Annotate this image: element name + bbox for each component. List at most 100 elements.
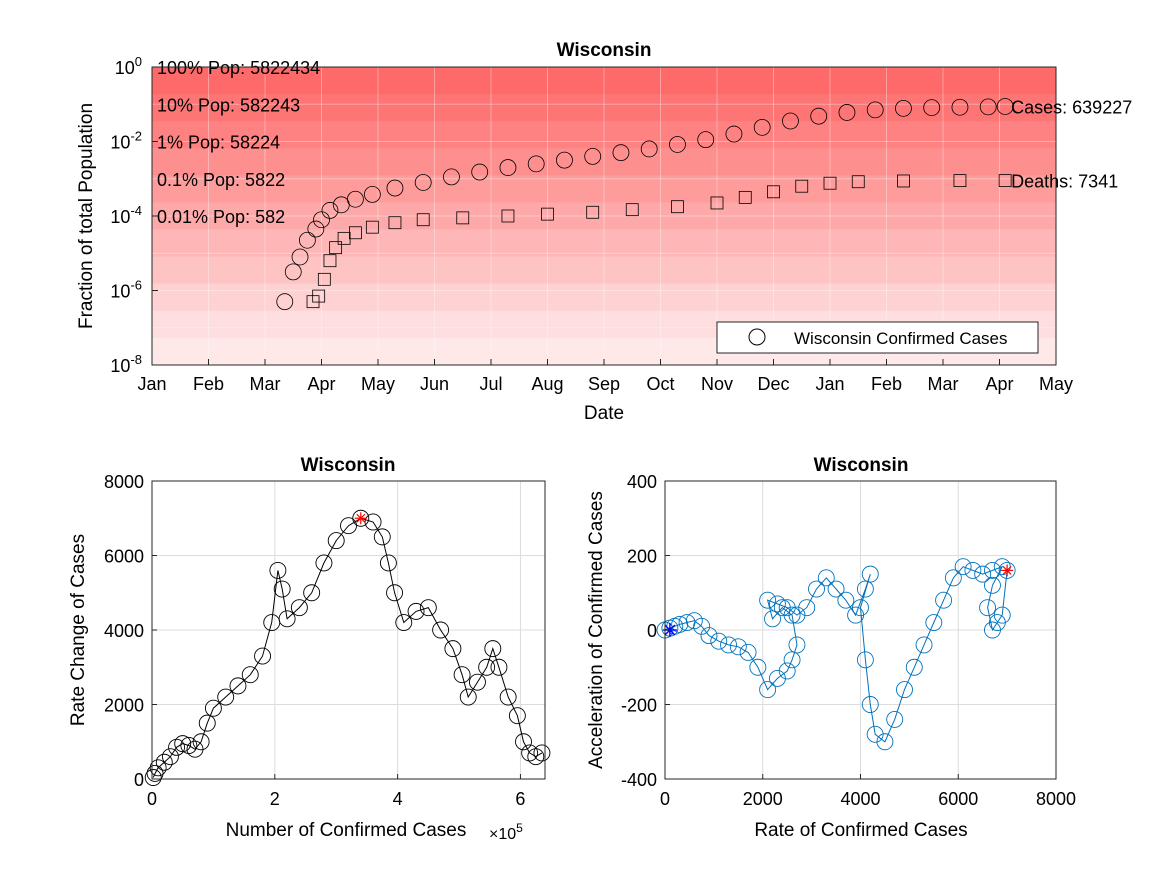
y-tick-label: 200	[627, 547, 657, 567]
tick-exponent: -6	[130, 278, 142, 293]
case-point	[471, 163, 489, 181]
series-point	[478, 658, 496, 676]
series-point	[729, 638, 747, 656]
tick-base: 10	[115, 58, 135, 78]
series-point	[764, 610, 781, 628]
series-point	[149, 759, 167, 777]
series-point	[935, 591, 953, 609]
top-x-tick-label: Apr	[985, 374, 1013, 394]
death-point	[348, 226, 362, 240]
death-point	[329, 241, 343, 255]
y-tick-label: 400	[627, 472, 657, 492]
population-band	[152, 283, 1056, 312]
death-point	[897, 174, 910, 188]
series-point	[144, 769, 162, 786]
population-band-label: 10% Pop: 582243	[157, 95, 300, 115]
series-point	[508, 707, 526, 725]
x-tick-label: 6	[515, 789, 525, 809]
death-point	[337, 231, 351, 245]
top-end-labels: Cases: 639227 Deaths: 7341	[1011, 97, 1132, 191]
case-point	[866, 101, 884, 119]
series-point	[876, 733, 894, 751]
series-point	[352, 509, 370, 527]
population-band-labels: 100% Pop: 5822434 10% Pop: 582243 1% Pop: …	[157, 58, 320, 227]
y-tick-label: 6000	[104, 547, 144, 567]
y-tick-label: 0	[647, 621, 657, 641]
br-x-axis-label: Rate of Confirmed Cases	[754, 820, 967, 841]
series-point	[749, 658, 767, 676]
series-point	[915, 636, 933, 654]
last-point-marker-icon	[1001, 564, 1014, 577]
series-point	[407, 602, 425, 620]
top-x-tick-label: Dec	[757, 374, 789, 394]
series-point	[379, 554, 397, 572]
population-band	[152, 148, 1056, 176]
case-point	[291, 248, 309, 266]
death-point	[625, 203, 639, 217]
death-point	[312, 289, 326, 303]
top-x-tick-label: Jul	[479, 374, 502, 394]
x-tick-label: 8000	[1036, 789, 1076, 809]
bl-series	[144, 509, 551, 786]
br-series	[656, 558, 1016, 751]
series-point	[896, 681, 913, 699]
death-point	[710, 196, 724, 210]
y-tick-label: 2000	[104, 696, 144, 716]
y-tick-label: 4000	[104, 621, 144, 641]
series-point	[856, 651, 874, 669]
series-point	[290, 599, 308, 617]
br-grid	[664, 480, 1057, 780]
series-point	[527, 748, 545, 766]
series-point	[993, 606, 1011, 624]
population-band-label: 0.1% Pop: 5822	[157, 170, 285, 190]
series-point	[979, 599, 997, 617]
series-point	[419, 599, 437, 617]
series-point	[827, 580, 845, 598]
top-x-tick-label: Jan	[815, 374, 844, 394]
series-point	[783, 651, 801, 669]
top-x-tick-label: May	[1039, 374, 1073, 394]
series-line	[152, 517, 543, 778]
death-point	[317, 272, 331, 286]
death-point	[541, 207, 554, 221]
series-point	[720, 636, 737, 654]
case-point	[996, 98, 1014, 115]
case-point	[951, 98, 969, 116]
series-point	[778, 662, 796, 680]
series-point	[861, 696, 879, 713]
x-tick-label: 2000	[743, 789, 783, 809]
bl-x-multiplier-exp: 5	[516, 821, 523, 835]
x-tick-label: 2	[270, 789, 280, 809]
case-point	[284, 263, 302, 281]
series-point	[710, 632, 728, 650]
death-point	[953, 174, 967, 188]
top-y-tick-label: 10-2	[110, 129, 142, 153]
series-point	[278, 610, 296, 628]
series-point	[521, 744, 539, 762]
death-point	[586, 205, 600, 219]
last-point-marker-icon	[354, 512, 367, 525]
top-x-tick-label: Jan	[137, 374, 166, 394]
bl-x-axis-label: Number of Confirmed Cases	[226, 820, 467, 841]
top-x-axis-label: Date	[584, 403, 624, 424]
top-x-tick-label: Apr	[307, 374, 335, 394]
series-point	[998, 561, 1016, 579]
series-point	[773, 599, 791, 617]
top-y-tick-label: 10-6	[110, 278, 142, 302]
case-point	[895, 99, 912, 117]
case-point	[414, 174, 432, 191]
case-point	[499, 159, 517, 176]
bl-chart-title: Wisconsin	[301, 455, 396, 476]
population-band-label: 0.01% Pop: 582	[157, 207, 285, 227]
case-point	[782, 112, 799, 130]
series-point	[229, 677, 247, 695]
top-y-tick-label: 100	[115, 54, 142, 78]
death-point	[323, 254, 337, 268]
series-point	[759, 681, 777, 699]
tick-base: 10	[110, 356, 130, 376]
series-point	[453, 666, 471, 684]
series-point	[984, 576, 1001, 594]
series-point	[515, 733, 532, 751]
series-end-label: Deaths: 7341	[1011, 172, 1118, 192]
top-x-tick-label: Sep	[588, 374, 620, 394]
